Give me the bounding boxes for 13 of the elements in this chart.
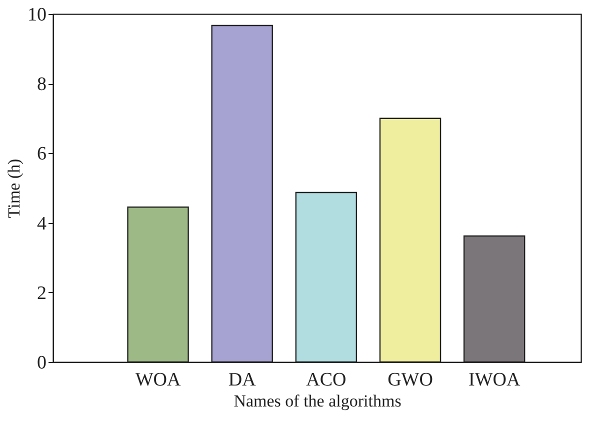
- x-tick-label: GWO: [388, 370, 433, 390]
- y-axis-title: Time (h): [4, 158, 24, 218]
- y-tick-label: 0: [37, 352, 46, 374]
- x-tick-label: ACO: [306, 370, 346, 390]
- x-tick-label: WOA: [135, 370, 181, 390]
- x-axis-title: Names of the algorithms: [234, 392, 402, 410]
- y-tick-label: 10: [28, 4, 46, 26]
- y-tick-label: 6: [37, 144, 46, 165]
- y-tick-label: 4: [37, 213, 47, 234]
- x-tick-label: DA: [228, 370, 256, 390]
- y-tick-label: 8: [37, 74, 46, 96]
- x-tick-label: IWOA: [468, 370, 520, 390]
- y-tick-label: 2: [37, 282, 46, 304]
